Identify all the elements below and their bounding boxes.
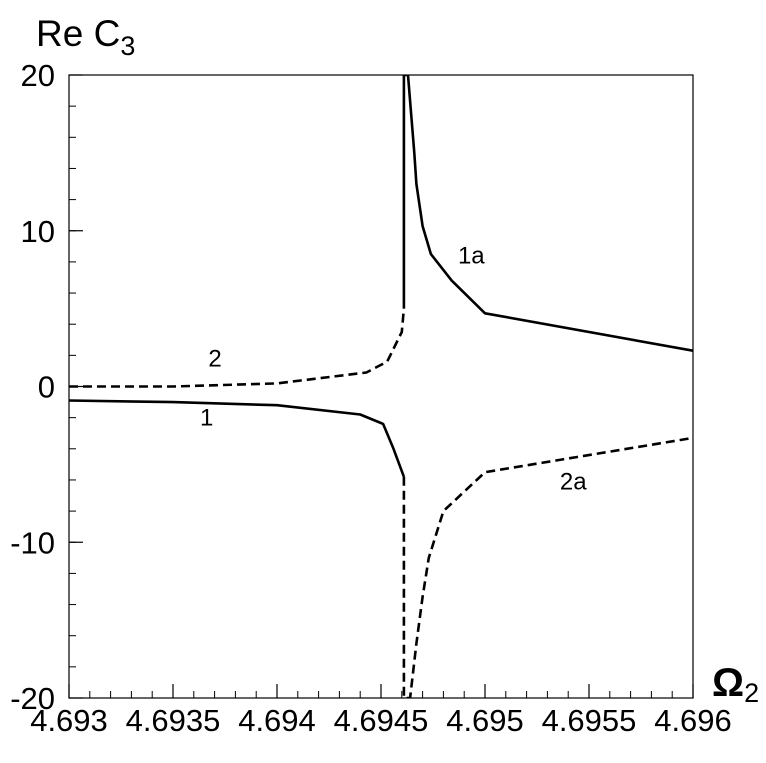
y-tick-label: 10	[21, 214, 55, 249]
x-tick-label: 4.6955	[542, 703, 637, 738]
series-line-2	[69, 308, 406, 388]
curve-label-2a: 2a	[560, 468, 587, 495]
series-line-2a	[402, 436, 693, 698]
y-tick-label: 0	[38, 370, 55, 405]
plot-frame	[68, 74, 694, 699]
series-line-1	[69, 399, 406, 478]
y-tick-label: -20	[10, 681, 55, 716]
x-tick-label: 4.693	[30, 703, 108, 738]
y-axis-title: Re C3	[36, 13, 135, 61]
series-layer	[69, 75, 693, 698]
curve-label-2: 2	[208, 345, 221, 372]
x-tick-label: 4.695	[446, 703, 524, 738]
curve-label-1a: 1a	[458, 242, 485, 269]
y-tick-label: -10	[10, 525, 55, 560]
x-tick-label: 4.696	[654, 703, 732, 738]
y-axis-title-sub: 3	[120, 31, 135, 61]
labels-layer: 1 2 1a 2a	[200, 242, 587, 495]
x-tick-label: 4.694	[238, 703, 316, 738]
ticks-layer: 4.693 4.6935 4.694 4.6945 4.695 4.6955 4.69620…	[10, 58, 732, 738]
y-axis-title-main: Re C	[36, 13, 120, 54]
x-axis-title-sub: 2	[744, 678, 759, 708]
curve-label-1: 1	[200, 404, 213, 431]
x-axis-title: Ω2	[712, 661, 759, 708]
x-axis-title-main: Ω	[712, 661, 744, 705]
y-tick-label: 20	[21, 58, 55, 93]
series-line-1a	[402, 75, 693, 352]
x-tick-label: 4.6945	[334, 703, 429, 738]
x-tick-label: 4.6935	[126, 703, 221, 738]
